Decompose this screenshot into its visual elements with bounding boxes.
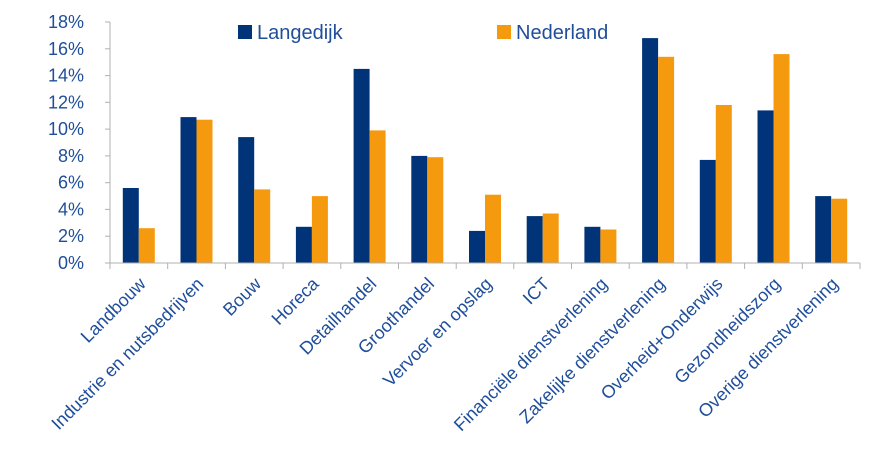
legend: Langedijk Nederland xyxy=(238,22,608,44)
bars xyxy=(122,38,848,264)
bar-langedijk-12 xyxy=(757,110,774,264)
bar-nederland-11 xyxy=(715,105,732,263)
y-tick-label: 6% xyxy=(58,173,84,193)
bar-nederland-4 xyxy=(311,196,328,263)
axes xyxy=(105,21,861,269)
legend-swatch-langedijk xyxy=(238,25,252,39)
bar-nederland-5 xyxy=(369,130,386,263)
bar-nederland-1 xyxy=(138,228,155,263)
category-label: Horeca xyxy=(268,273,324,329)
bar-langedijk-6 xyxy=(411,155,428,263)
bar-nederland-6 xyxy=(427,157,444,263)
bar-nederland-9 xyxy=(600,229,617,263)
bar-langedijk-9 xyxy=(584,226,601,263)
bar-nederland-13 xyxy=(831,198,848,263)
bar-nederland-12 xyxy=(773,54,790,263)
bar-langedijk-8 xyxy=(526,216,543,263)
bar-langedijk-3 xyxy=(238,137,255,263)
y-tick-label: 14% xyxy=(48,66,84,86)
legend-label-langedijk: Langedijk xyxy=(257,22,344,44)
legend-swatch-nederland xyxy=(497,25,511,39)
bar-langedijk-5 xyxy=(353,68,370,264)
bar-langedijk-13 xyxy=(815,196,832,263)
bar-langedijk-11 xyxy=(699,159,716,263)
bar-langedijk-7 xyxy=(469,230,485,263)
category-label: ICT xyxy=(519,274,554,309)
bar-langedijk-10 xyxy=(642,38,659,263)
bar-nederland-2 xyxy=(196,119,213,263)
legend-label-nederland: Nederland xyxy=(516,22,608,44)
y-tick-label: 18% xyxy=(48,12,84,32)
y-tick-label: 12% xyxy=(48,92,84,112)
bar-langedijk-4 xyxy=(295,226,312,263)
y-tick-label: 10% xyxy=(48,119,84,139)
category-label: Gezondheidszorg xyxy=(670,274,784,388)
y-tick-label: 0% xyxy=(58,253,84,273)
y-tick-label: 16% xyxy=(48,39,84,59)
y-tick-label: 4% xyxy=(58,199,84,219)
bar-nederland-8 xyxy=(542,213,559,263)
bar-nederland-10 xyxy=(658,56,675,263)
bar-nederland-7 xyxy=(485,194,501,263)
bar-nederland-3 xyxy=(254,189,271,263)
bar-langedijk-1 xyxy=(122,188,139,263)
y-tick-label: 2% xyxy=(58,226,84,246)
category-label: Bouw xyxy=(219,273,266,320)
category-label: Vervoer en opslag xyxy=(379,274,496,391)
y-axis-ticks: 0% 2% 4% 6% 8% 10% 12% 14% 16% 18% xyxy=(48,12,84,273)
y-tick-label: 8% xyxy=(58,146,84,166)
bar-langedijk-2 xyxy=(180,117,197,263)
